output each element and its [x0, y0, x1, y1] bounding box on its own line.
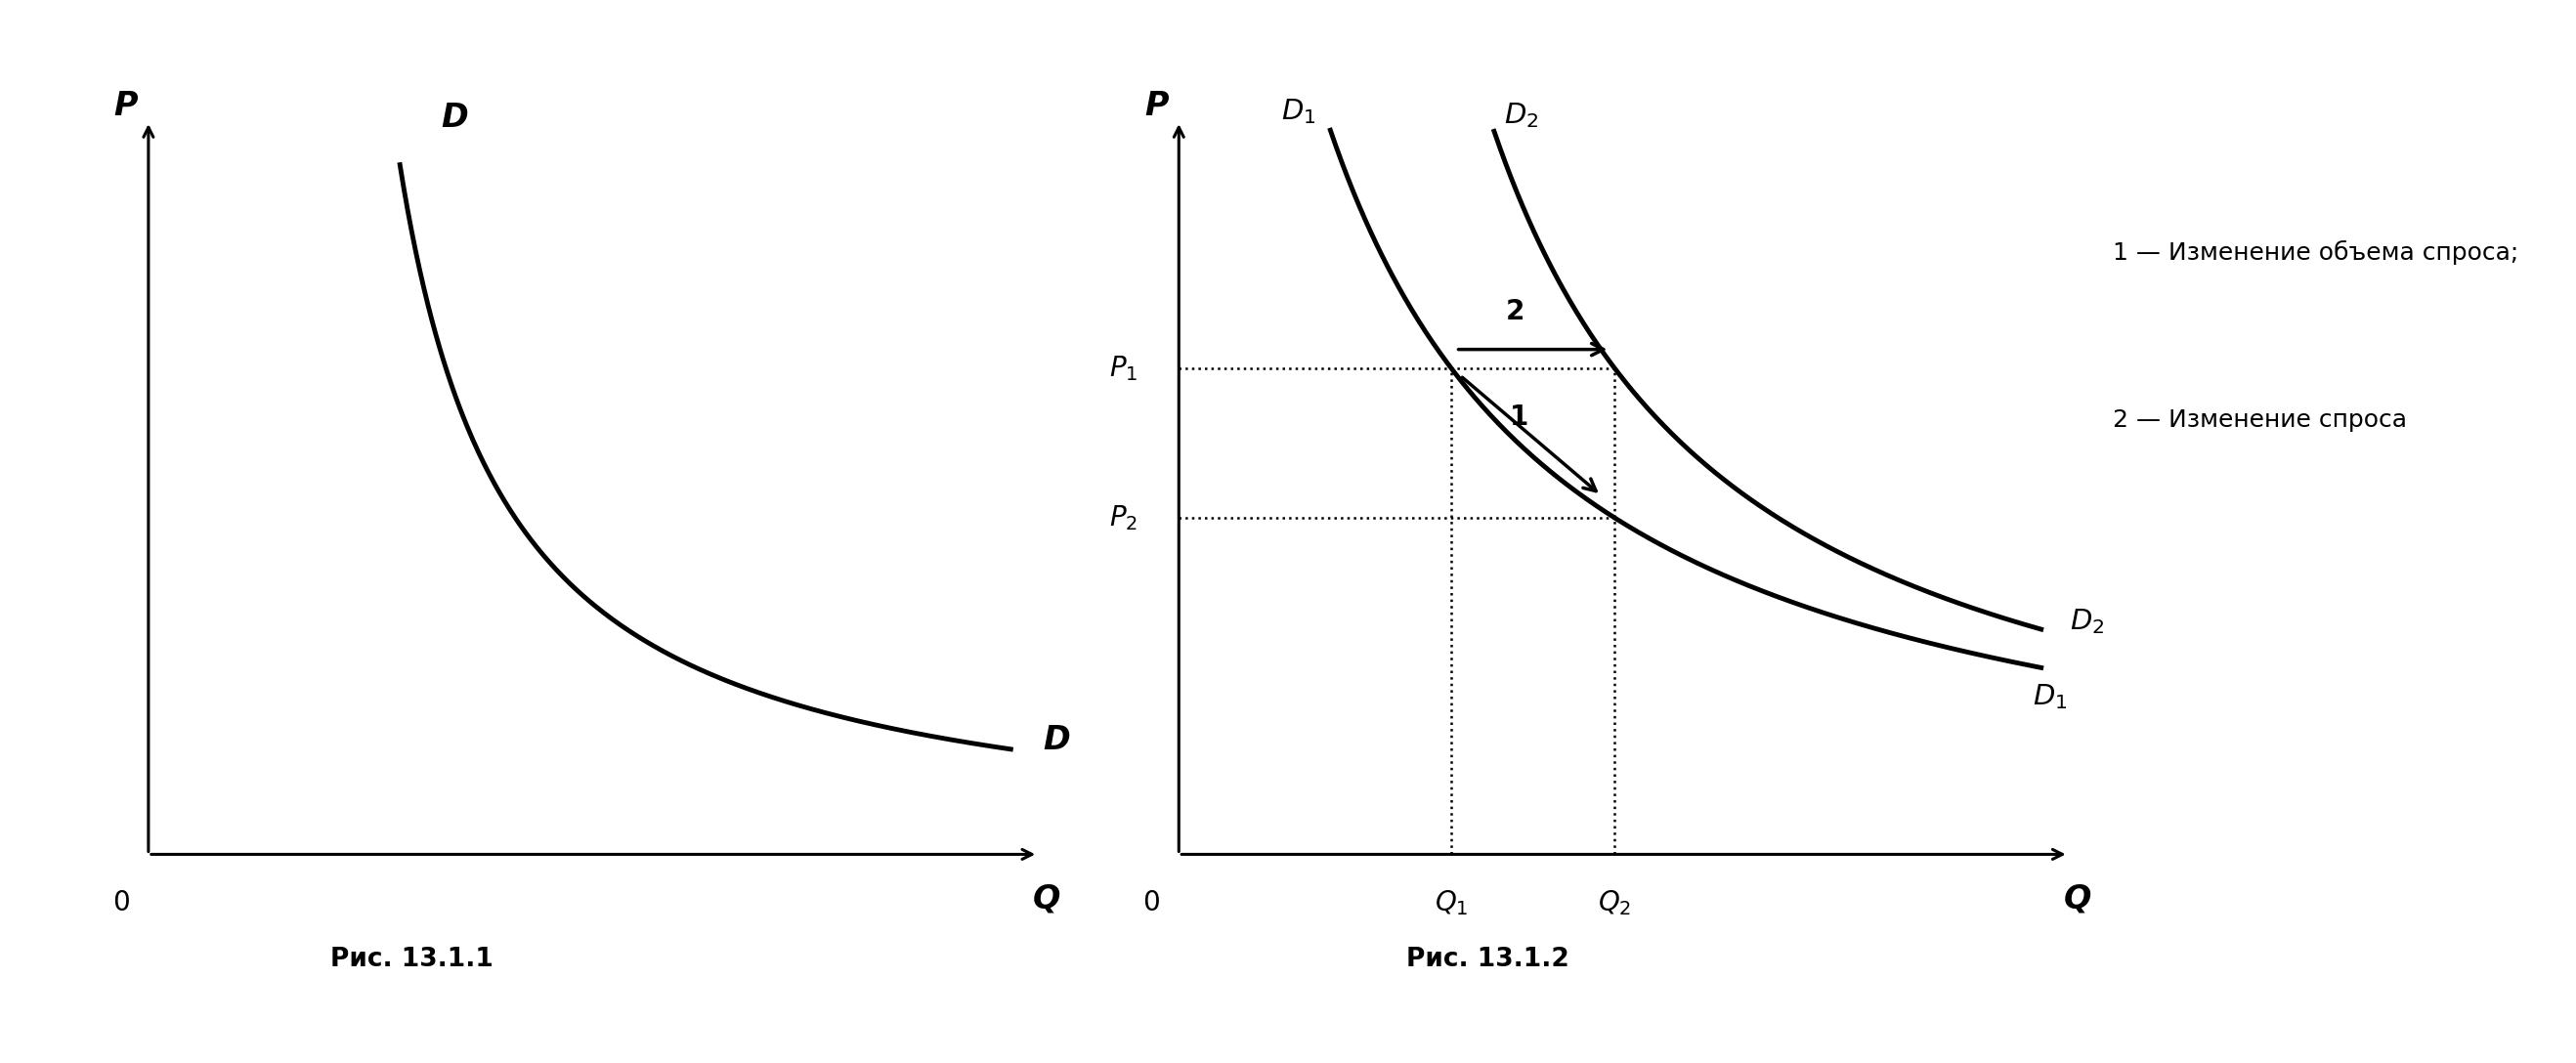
Text: 1: 1: [1510, 403, 1528, 431]
Text: $Q_1$: $Q_1$: [1435, 889, 1468, 917]
Text: Рис. 13.1.2: Рис. 13.1.2: [1406, 946, 1569, 972]
Text: $Q_2$: $Q_2$: [1597, 889, 1631, 917]
Text: $D_2$: $D_2$: [2069, 607, 2105, 636]
Text: $D_1$: $D_1$: [2032, 682, 2069, 712]
Text: $D_1$: $D_1$: [1280, 97, 1316, 125]
Text: $P_2$: $P_2$: [1110, 503, 1139, 533]
Text: Q: Q: [1033, 883, 1061, 915]
Text: P: P: [1144, 90, 1167, 122]
Text: 0: 0: [1144, 890, 1159, 916]
Text: $D_2$: $D_2$: [1504, 101, 1538, 131]
Text: Q: Q: [2063, 883, 2092, 915]
Text: $P_1$: $P_1$: [1110, 354, 1139, 383]
Text: D: D: [1043, 724, 1069, 756]
Text: 1 — Изменение объема спроса;: 1 — Изменение объема спроса;: [2112, 240, 2519, 265]
Text: 2: 2: [1504, 299, 1525, 325]
Text: 2 — Изменение спроса: 2 — Изменение спроса: [2112, 408, 2406, 432]
Text: Рис. 13.1.1: Рис. 13.1.1: [330, 946, 492, 972]
Text: P: P: [113, 90, 137, 122]
Text: D: D: [440, 102, 469, 134]
Text: 0: 0: [113, 890, 129, 916]
